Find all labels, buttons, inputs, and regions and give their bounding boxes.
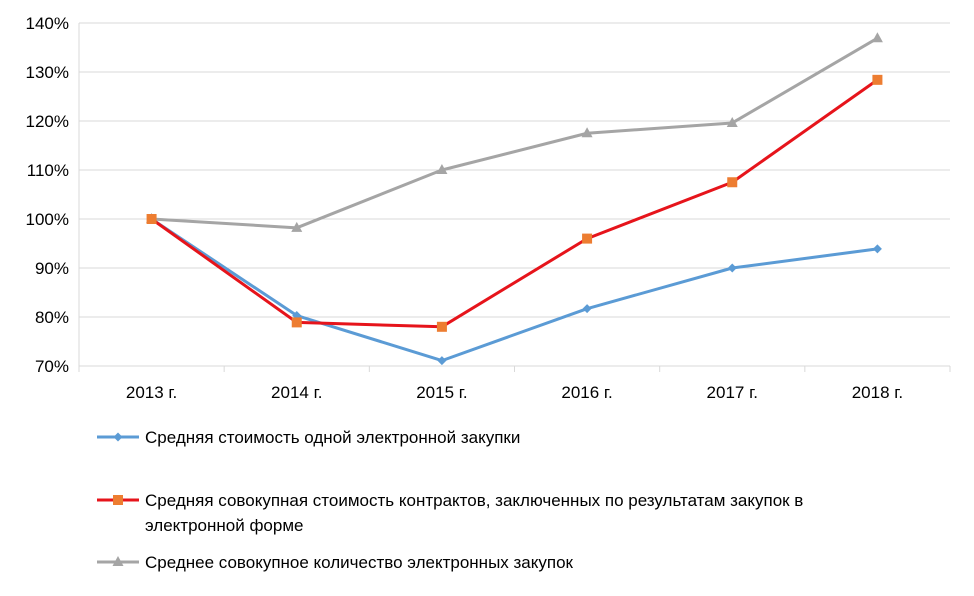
data-point [872,74,883,85]
y-tick-label: 100% [26,210,69,229]
x-tick-label: 2017 г. [707,383,758,402]
data-point [436,164,448,174]
data-point [291,221,303,232]
y-tick-label: 140% [26,14,69,33]
legend-label: Средняя стоимость одной электронной заку… [145,428,520,447]
data-point [582,233,593,244]
series-1 [147,214,882,366]
y-tick-label: 80% [35,308,69,327]
y-tick-label: 130% [26,63,69,82]
data-point [146,214,157,224]
axes: 70% 80% 90% 100% 110% 120% 130% 140% 2013 г. 2014… [26,14,951,402]
gridlines [79,22,950,318]
data-point [727,177,738,188]
legend: Средняя стоимость одной электронной заку… [97,428,803,572]
x-tick-label: 2015 г. [416,383,467,402]
y-tick-label: 70% [35,357,69,376]
legend-marker [113,495,123,505]
series-2 [146,74,883,332]
legend-item-3: Среднее совокупное количество электронны… [97,553,574,572]
data-point [582,304,592,314]
series-lines [146,32,883,366]
data-point [871,32,883,43]
data-point [581,127,593,138]
series-line [150,36,879,230]
series-3 [146,32,883,232]
x-tick-label: 2014 г. [271,383,322,402]
data-point [436,321,447,332]
x-tick-label: 2013 г. [126,383,177,402]
legend-item-2: Средняя совокупная стоимость контрактов,… [97,491,803,535]
series-line [150,217,879,363]
y-tick-label: 110% [27,161,69,180]
y-tick-label: 90% [35,259,69,278]
legend-label: Среднее совокупное количество электронны… [145,553,574,572]
y-tick-label: 120% [26,112,69,131]
data-point [727,263,737,273]
legend-marker [113,432,123,442]
data-point [726,116,738,127]
legend-marker [112,556,124,566]
x-tick-label: 2016 г. [561,383,612,402]
series-line [150,78,879,329]
legend-item-1: Средняя стоимость одной электронной заку… [97,428,520,447]
data-point [437,356,447,366]
data-point [872,244,882,254]
data-point [291,317,302,328]
x-tick-label: 2018 г. [852,383,903,402]
legend-label: Средняя совокупная стоимость контрактов,… [145,491,803,535]
